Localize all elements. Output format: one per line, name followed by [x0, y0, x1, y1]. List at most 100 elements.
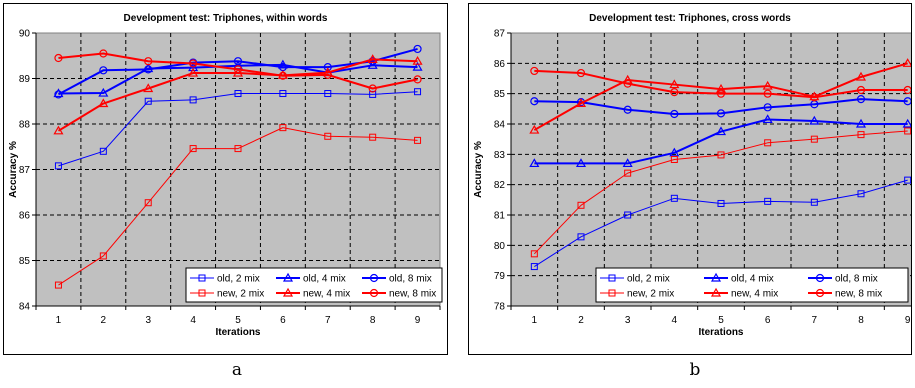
- x-tick-label: 1: [532, 315, 538, 326]
- data-point: [54, 281, 62, 289]
- y-tick-label: 89: [19, 74, 31, 85]
- series-line: [534, 69, 908, 99]
- x-tick-label: 4: [672, 315, 678, 326]
- data-point: [903, 85, 911, 95]
- chart-panel-a: Development test: Triphones, within word…: [3, 3, 448, 355]
- caption-a: a: [231, 360, 243, 380]
- data-point: [530, 97, 539, 106]
- legend-item: old, 2 mix: [600, 274, 670, 285]
- legend-swatch-marker: [369, 273, 379, 283]
- data-point: [530, 263, 538, 271]
- data-point: [188, 62, 199, 72]
- y-axis-title: Accuracy %: [473, 141, 484, 198]
- x-tick-label: 3: [145, 315, 151, 326]
- x-tick-label: 8: [858, 315, 864, 326]
- y-tick-label: 86: [494, 59, 506, 70]
- data-point: [904, 127, 911, 135]
- data-point: [189, 96, 197, 104]
- data-point: [324, 90, 332, 98]
- data-point: [144, 199, 152, 207]
- data-point: [857, 131, 865, 139]
- legend-item: old, 4 mix: [704, 272, 774, 285]
- data-point: [143, 63, 154, 73]
- data-point: [856, 95, 866, 104]
- y-tick-label: 84: [19, 302, 31, 313]
- x-tick-label: 1: [56, 315, 62, 326]
- data-point: [716, 89, 726, 98]
- data-point: [764, 197, 772, 205]
- y-tick-label: 80: [494, 241, 506, 252]
- y-axis-title: Accuracy %: [8, 141, 19, 198]
- data-point: [233, 57, 243, 66]
- legend-swatch-marker: [815, 273, 825, 283]
- y-tick-label: 85: [494, 89, 506, 100]
- data-point: [99, 147, 107, 155]
- data-point: [278, 71, 287, 80]
- data-point: [764, 139, 772, 147]
- data-point: [530, 250, 538, 258]
- legend-swatch-marker: [608, 289, 616, 297]
- legend-item: old, 8 mix: [362, 274, 432, 285]
- legend-item: old, 2 mix: [190, 274, 260, 285]
- y-tick-label: 84: [494, 120, 506, 131]
- legend-label: new, 2 mix: [217, 289, 264, 300]
- legend-label: old, 2 mix: [627, 274, 670, 285]
- data-point: [367, 60, 378, 69]
- data-point: [144, 57, 153, 66]
- data-point: [324, 132, 332, 140]
- series-old-4-mix: [529, 114, 911, 168]
- series-line: [534, 98, 908, 115]
- data-point: [412, 61, 423, 71]
- y-tick-label: 87: [494, 29, 506, 40]
- chart-title: Development test: Triphones, cross words: [589, 13, 791, 24]
- x-tick-label: 2: [101, 315, 107, 326]
- x-tick-label: 7: [325, 315, 331, 326]
- legend-swatch-marker: [198, 289, 206, 297]
- legend-item: old, 8 mix: [808, 274, 878, 285]
- x-axis-title: Iterations: [215, 327, 260, 338]
- data-point: [623, 79, 632, 88]
- data-point: [368, 84, 377, 93]
- data-point: [855, 71, 867, 81]
- data-point: [624, 169, 632, 177]
- legend-label: new, 8 mix: [835, 289, 882, 300]
- legend-swatch-marker: [198, 274, 206, 282]
- data-point: [902, 58, 911, 67]
- legend-label: old, 4 mix: [731, 274, 774, 285]
- legend-label: old, 8 mix: [835, 274, 878, 285]
- data-point: [414, 136, 422, 144]
- data-point: [529, 158, 540, 168]
- x-tick-label: 6: [765, 315, 771, 326]
- data-point: [144, 97, 152, 105]
- y-tick-label: 82: [494, 180, 506, 191]
- legend-swatch-marker: [710, 272, 722, 282]
- legend-item: old, 4 mix: [276, 272, 346, 285]
- data-point: [279, 124, 287, 132]
- legend-item: new, 4 mix: [704, 287, 778, 300]
- x-tick-label: 5: [718, 315, 724, 326]
- legend-swatch-marker: [815, 288, 825, 298]
- data-point: [53, 125, 64, 135]
- chart-panel-b: Development test: Triphones, cross words…: [468, 3, 912, 355]
- data-point: [575, 158, 587, 168]
- legend-label: old, 2 mix: [217, 274, 260, 285]
- series-line: [534, 118, 908, 165]
- data-point: [670, 109, 679, 119]
- data-point: [369, 133, 377, 141]
- y-tick-label: 79: [494, 271, 506, 282]
- data-point: [233, 65, 243, 74]
- x-tick-label: 6: [280, 315, 286, 326]
- y-tick-label: 88: [19, 120, 31, 131]
- data-point: [188, 67, 199, 77]
- data-point: [54, 90, 63, 99]
- y-tick-label: 83: [494, 150, 506, 161]
- series-line: [533, 130, 908, 255]
- data-point: [413, 75, 422, 84]
- data-point: [622, 158, 633, 168]
- data-point: [903, 97, 911, 106]
- x-tick-label: 2: [578, 315, 584, 326]
- legend-swatch-marker: [369, 288, 379, 298]
- data-point: [715, 83, 727, 93]
- legend-label: new, 4 mix: [303, 289, 350, 300]
- data-point: [670, 88, 679, 97]
